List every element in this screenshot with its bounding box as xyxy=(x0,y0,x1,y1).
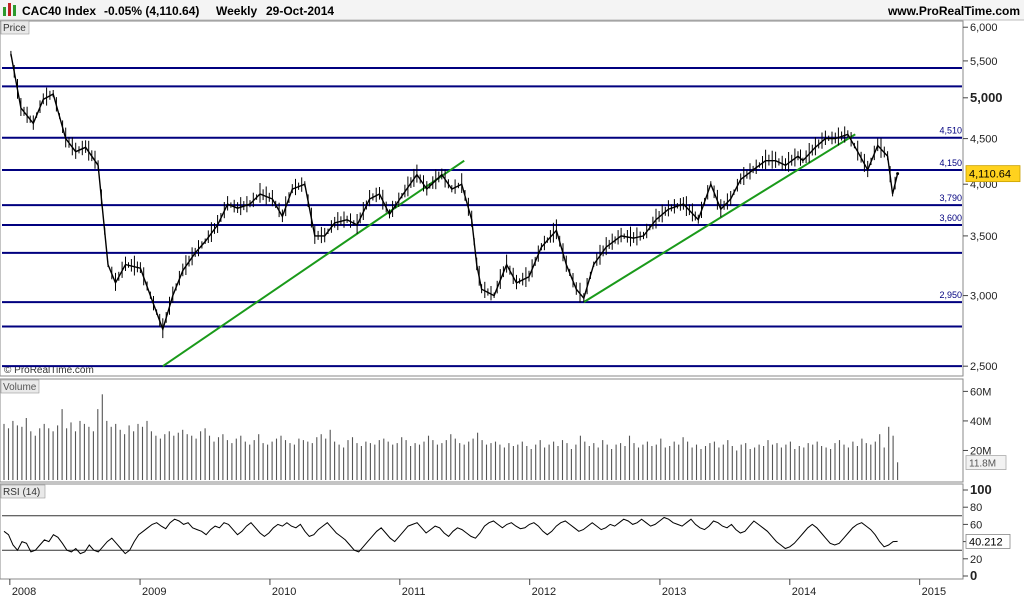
year-tick-label: 2012 xyxy=(532,586,556,598)
volume-panel xyxy=(0,378,964,483)
last-price-point xyxy=(896,172,900,176)
year-tick-label: 2009 xyxy=(142,586,166,598)
price-change: -0.05% (4,110.64) xyxy=(104,4,199,18)
year-tick-label: 2010 xyxy=(272,586,296,598)
trendlines xyxy=(162,133,856,368)
last-rsi-badge xyxy=(965,534,1011,549)
price-panel xyxy=(0,20,964,377)
volume-bars xyxy=(3,394,899,480)
volume-axis: 20M 40M 60M 11.8M xyxy=(963,386,1007,470)
year-tick-label: 2011 xyxy=(402,586,426,598)
level-label: 4,150 xyxy=(939,158,962,168)
last-price-badge xyxy=(965,165,1021,183)
rsi-tick-label: 20 xyxy=(970,554,982,566)
date-label: 29-Oct-2014 xyxy=(266,4,334,18)
price-tick-label: 3,000 xyxy=(970,291,998,303)
price-tick-label: 6,000 xyxy=(970,22,998,34)
site-link[interactable]: www.ProRealTime.com xyxy=(887,4,1020,18)
level-label: 3,790 xyxy=(939,193,962,203)
volume-tick-label: 40M xyxy=(970,416,991,428)
level-label: 2,950 xyxy=(939,290,962,300)
rsi-axis: 02040608010040.212 xyxy=(963,482,1011,583)
price-tick-label: 3,500 xyxy=(970,231,998,243)
last-rsi-label: 40.212 xyxy=(969,536,1003,548)
last-price-label: 4,110.64 xyxy=(969,169,1011,181)
trendline xyxy=(583,133,856,303)
rsi-panel-label: RSI (14) xyxy=(3,487,40,498)
volume-tick-label: 60M xyxy=(970,386,991,398)
price-tick-label: 4,000 xyxy=(970,179,998,191)
year-tick-label: 2014 xyxy=(792,586,816,598)
year-tick-label: 2015 xyxy=(922,586,946,598)
price-panel-label: Price xyxy=(3,23,26,34)
trendline xyxy=(162,159,465,368)
app-icon xyxy=(3,3,16,16)
price-tick-label: 5,000 xyxy=(970,90,1003,105)
year-tick-label: 2008 xyxy=(12,586,36,598)
copyright-label: © ProRealTime.com xyxy=(4,365,94,376)
time-axis: 2008 2009 2010 2011 2012 2013 2014 2015 xyxy=(9,579,946,598)
price-tick-label: 4,500 xyxy=(970,134,998,146)
price-tick-label: 2,500 xyxy=(970,361,998,373)
year-tick-label: 2013 xyxy=(662,586,686,598)
period-label: Weekly xyxy=(216,4,257,18)
rsi-tick-label: 80 xyxy=(970,502,982,514)
price-tick-label: 5,500 xyxy=(970,56,998,68)
rsi-series xyxy=(2,515,962,555)
chart-title: CAC40 Index xyxy=(22,4,96,18)
level-label: 4,510 xyxy=(939,126,962,136)
level-label: 3,600 xyxy=(939,213,962,223)
price-axis: 2,500 3,000 3,500 4,000 4,500 5,000 5,500 6,000… xyxy=(963,22,1021,373)
rsi-tick-label: 100 xyxy=(970,482,992,497)
rsi-tick-label: 0 xyxy=(970,568,977,583)
header-bar xyxy=(0,0,1024,20)
volume-tick-label: 20M xyxy=(970,445,991,457)
last-volume-badge xyxy=(965,455,1007,470)
price-series xyxy=(10,50,900,339)
rsi-line xyxy=(3,516,898,555)
volume-panel-label: Volume xyxy=(3,382,37,393)
last-volume-label: 11.8M xyxy=(969,459,996,470)
rsi-tick-label: 60 xyxy=(970,519,982,531)
